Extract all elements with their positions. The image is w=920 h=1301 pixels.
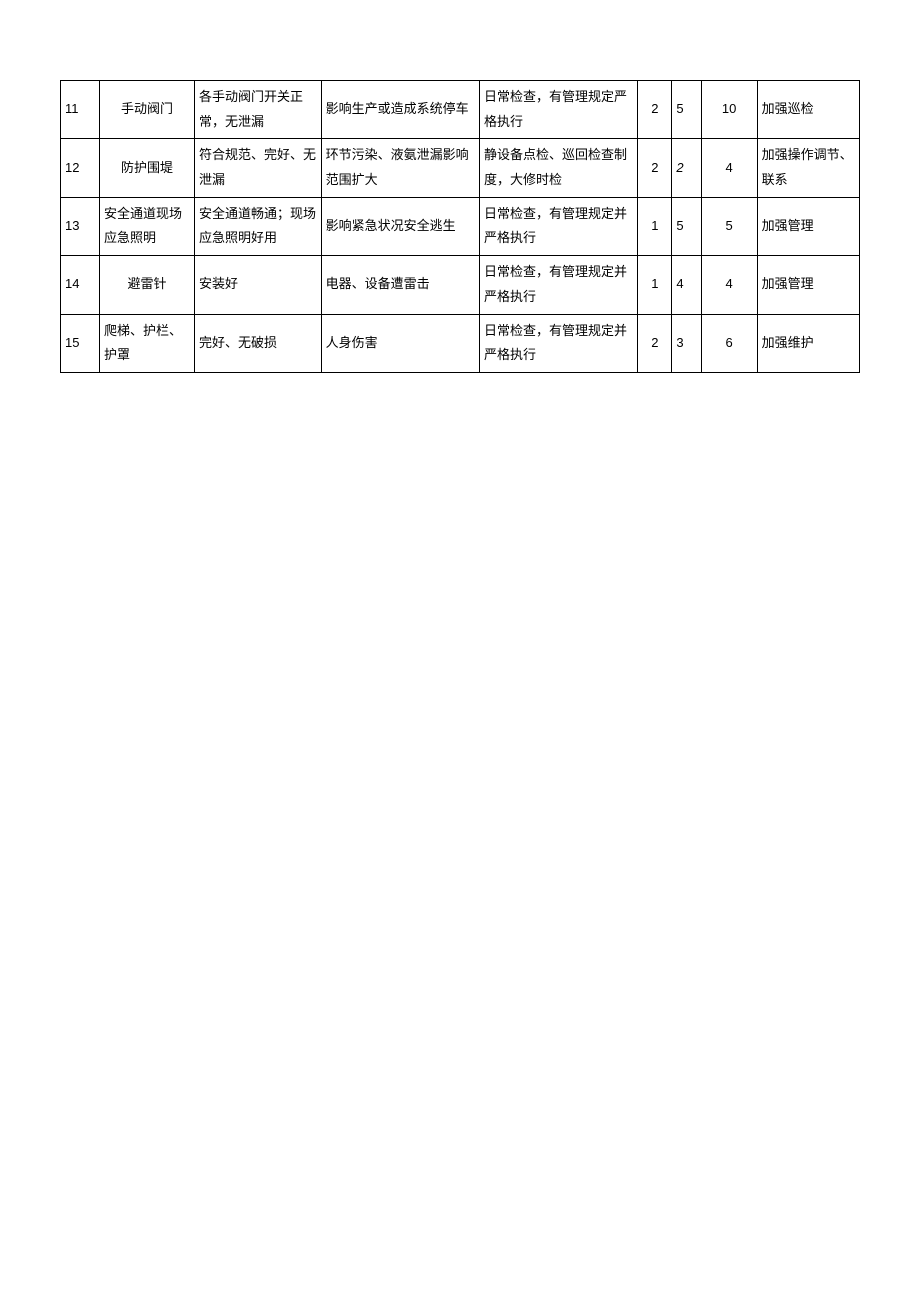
row-score-3: 4: [701, 256, 757, 314]
row-score-2: 3: [672, 314, 701, 372]
row-score-2: 5: [672, 81, 701, 139]
row-number: 14: [61, 256, 100, 314]
row-check: 日常检查，有管理规定严格执行: [479, 81, 637, 139]
row-score-2: 5: [672, 197, 701, 255]
row-score-1: 2: [638, 139, 672, 197]
row-item: 爬梯、护栏、护罩: [99, 314, 194, 372]
row-standard: 各手动阀门开关正常，无泄漏: [194, 81, 321, 139]
row-number: 13: [61, 197, 100, 255]
row-item: 避雷针: [99, 256, 194, 314]
row-score-1: 2: [638, 81, 672, 139]
row-check: 静设备点检、巡回检查制度，大修时检: [479, 139, 637, 197]
table-row: 12防护围堤符合规范、完好、无泄漏环节污染、液氨泄漏影响范围扩大静设备点检、巡回…: [61, 139, 860, 197]
row-impact: 影响生产或造成系统停车: [321, 81, 479, 139]
row-score-1: 2: [638, 314, 672, 372]
row-score-2: 2: [672, 139, 701, 197]
row-check: 日常检查，有管理规定并严格执行: [479, 256, 637, 314]
row-measure: 加强维护: [757, 314, 859, 372]
row-number: 11: [61, 81, 100, 139]
row-score-3: 5: [701, 197, 757, 255]
row-score-2: 4: [672, 256, 701, 314]
row-score-3: 10: [701, 81, 757, 139]
row-score-3: 4: [701, 139, 757, 197]
row-standard: 符合规范、完好、无泄漏: [194, 139, 321, 197]
row-score-1: 1: [638, 256, 672, 314]
row-impact: 电器、设备遭雷击: [321, 256, 479, 314]
risk-assessment-table: 11手动阀门各手动阀门开关正常，无泄漏影响生产或造成系统停车日常检查，有管理规定…: [60, 80, 860, 373]
row-impact: 人身伤害: [321, 314, 479, 372]
row-impact: 环节污染、液氨泄漏影响范围扩大: [321, 139, 479, 197]
row-item: 手动阀门: [99, 81, 194, 139]
table-body: 11手动阀门各手动阀门开关正常，无泄漏影响生产或造成系统停车日常检查，有管理规定…: [61, 81, 860, 373]
row-score-3: 6: [701, 314, 757, 372]
table-row: 15爬梯、护栏、护罩完好、无破损人身伤害日常检查，有管理规定并严格执行236加强…: [61, 314, 860, 372]
row-score-1: 1: [638, 197, 672, 255]
table-row: 11手动阀门各手动阀门开关正常，无泄漏影响生产或造成系统停车日常检查，有管理规定…: [61, 81, 860, 139]
row-item: 安全通道现场应急照明: [99, 197, 194, 255]
row-check: 日常检查，有管理规定并严格执行: [479, 197, 637, 255]
row-check: 日常检查，有管理规定并严格执行: [479, 314, 637, 372]
row-standard: 完好、无破损: [194, 314, 321, 372]
row-number: 12: [61, 139, 100, 197]
row-standard: 安全通道畅通；现场应急照明好用: [194, 197, 321, 255]
row-impact: 影响紧急状况安全逃生: [321, 197, 479, 255]
row-item: 防护围堤: [99, 139, 194, 197]
row-measure: 加强巡检: [757, 81, 859, 139]
row-measure: 加强管理: [757, 197, 859, 255]
table-row: 13安全通道现场应急照明安全通道畅通；现场应急照明好用影响紧急状况安全逃生日常检…: [61, 197, 860, 255]
table-row: 14避雷针安装好电器、设备遭雷击日常检查，有管理规定并严格执行144加强管理: [61, 256, 860, 314]
row-measure: 加强操作调节、联系: [757, 139, 859, 197]
row-measure: 加强管理: [757, 256, 859, 314]
row-standard: 安装好: [194, 256, 321, 314]
row-number: 15: [61, 314, 100, 372]
